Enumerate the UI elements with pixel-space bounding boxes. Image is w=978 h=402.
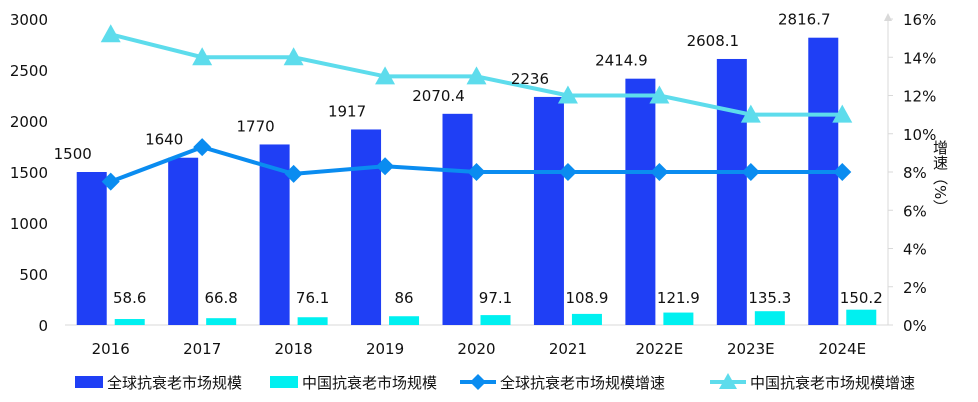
bar-value-label: 58.6	[113, 289, 146, 307]
bar-china	[754, 311, 785, 325]
legend-triangle-icon	[719, 373, 737, 389]
y2-axis-title: 增速（%）	[931, 140, 949, 214]
legend-label: 中国抗衰老市场规模	[302, 374, 437, 392]
triangle-marker	[557, 85, 578, 104]
y-tick-label: 0	[38, 317, 48, 335]
y2-tick-label: 4%	[903, 241, 927, 259]
bar-china	[206, 318, 237, 325]
diamond-marker	[193, 138, 212, 157]
bar-value-label: 2414.9	[595, 52, 648, 70]
bar-global	[76, 172, 107, 325]
triangle-marker	[832, 104, 853, 123]
bar-value-label: 1917	[328, 102, 366, 120]
y-tick-label: 1000	[10, 215, 48, 233]
bar-global	[259, 144, 290, 325]
bar-global	[442, 113, 473, 325]
legend-label: 全球抗衰老市场规模增速	[500, 374, 665, 392]
bar-global	[351, 129, 382, 325]
bar-value-label: 1500	[54, 145, 92, 163]
y2-tick-label: 8%	[903, 164, 927, 182]
bar-global	[808, 37, 839, 326]
bar-global	[716, 58, 747, 325]
x-tick-label: 2017	[183, 340, 221, 358]
triangle-marker	[192, 47, 213, 66]
y-tick-label: 500	[19, 266, 48, 284]
bar-value-label: 150.2	[840, 289, 883, 307]
bar-global	[533, 96, 564, 325]
diamond-marker	[376, 157, 395, 176]
x-tick-label: 2016	[92, 340, 130, 358]
y2-tick-label: 2%	[903, 279, 927, 297]
triangle-marker	[283, 47, 304, 66]
y2-tick-label: 6%	[903, 202, 927, 220]
triangle-marker	[649, 85, 670, 104]
bar-value-label: 1770	[237, 117, 275, 135]
diamond-marker	[467, 163, 486, 181]
bar-china	[846, 309, 877, 325]
y-tick-label: 3000	[10, 11, 48, 29]
x-tick-label: 2020	[457, 340, 495, 358]
bar-value-label: 86	[395, 289, 414, 307]
bar-value-label: 76.1	[296, 289, 329, 307]
bar-value-label: 1640	[145, 131, 183, 149]
bar-value-label: 121.9	[657, 289, 700, 307]
triangle-marker	[740, 104, 761, 123]
bar-value-label: 2236	[511, 70, 549, 88]
y2-tick-label: 14%	[903, 49, 936, 67]
diamond-marker	[741, 163, 760, 181]
diamond-marker	[650, 163, 669, 181]
lines	[100, 24, 853, 191]
legend-diamond-icon	[470, 374, 486, 390]
bar-value-label: 2816.7	[778, 11, 831, 29]
bar-value-label: 2608.1	[687, 32, 740, 50]
x-tick-label: 2019	[366, 340, 404, 358]
y2-tick-label: 0%	[903, 317, 927, 335]
bar-value-label: 97.1	[479, 289, 512, 307]
y-tick-label: 2000	[10, 113, 48, 131]
diamond-marker	[833, 163, 852, 181]
triangle-marker	[375, 66, 396, 85]
diamond-marker	[558, 163, 577, 181]
diamond-marker	[284, 164, 303, 183]
legend-label: 全球抗衰老市场规模	[107, 374, 242, 392]
x-tick-label: 2023E	[727, 340, 775, 358]
diamond-marker	[101, 172, 120, 191]
bar-china	[297, 317, 328, 325]
x-tick-label: 2018	[275, 340, 313, 358]
bar-china	[480, 315, 511, 325]
x-tick-label: 2021	[549, 340, 587, 358]
bar-china	[571, 313, 602, 325]
y2-tick-label: 12%	[903, 88, 936, 106]
bars	[76, 37, 877, 326]
data-labels: 1500 1640 1770 1917 2070.4 2236 2414.9 2608.1 28…	[54, 11, 883, 307]
bar-china	[389, 316, 420, 325]
y-tick-label: 2500	[10, 62, 48, 80]
triangle-marker	[100, 24, 121, 43]
legend: 全球抗衰老市场规模 中国抗衰老市场规模 全球抗衰老市场规模增速 中国抗衰老市场规模增速	[75, 373, 915, 392]
bar-global	[625, 78, 656, 325]
bar-value-label: 135.3	[748, 289, 791, 307]
legend-swatch	[75, 376, 103, 388]
legend-swatch	[270, 376, 298, 388]
bar-value-label: 66.8	[204, 289, 237, 307]
y2-tick-label: 16%	[903, 11, 936, 29]
x-tick-label: 2024E	[818, 340, 866, 358]
y2-axis-arrow	[884, 13, 892, 21]
x-tick-label: 2022E	[636, 340, 684, 358]
y2-tick-label: 10%	[903, 126, 936, 144]
legend-label: 中国抗衰老市场规模增速	[750, 374, 915, 392]
y-tick-label: 1500	[10, 164, 48, 182]
triangle-marker	[466, 66, 487, 85]
bar-value-label: 2070.4	[412, 87, 465, 105]
bar-value-label: 108.9	[565, 289, 608, 307]
bar-china	[663, 312, 694, 325]
bar-china	[114, 319, 145, 325]
bar-global	[168, 157, 199, 325]
axes: 0 500 1000 1500 2000 2500 3000 0% 2% 4% 6% 8% 10% 12%…	[10, 11, 937, 358]
